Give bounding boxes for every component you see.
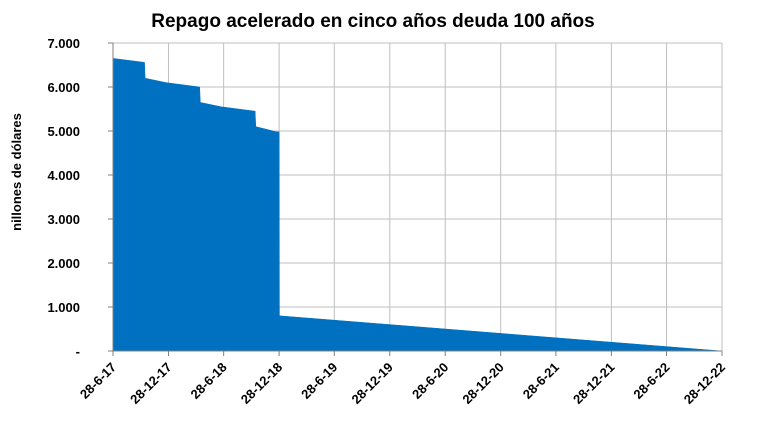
x-tick-label-5: 28-12-19 — [348, 360, 395, 407]
area-series-0 — [112, 58, 723, 352]
y-tick-label-6: 6.000 — [47, 80, 80, 95]
x-tick-label-0: 28-6-17 — [77, 360, 119, 402]
x-tick-label-6: 28-6-20 — [409, 360, 451, 402]
area-layer — [112, 58, 723, 352]
x-tick-label-4: 28-6-19 — [298, 360, 340, 402]
x-tick-label-2: 28-6-18 — [187, 360, 229, 402]
chart-title: Repago acelerado en cinco años deuda 100… — [151, 11, 595, 32]
y-tick-label-2: 2.000 — [47, 256, 80, 271]
y-axis-label: nillones de dólares — [9, 113, 24, 231]
x-tick-label-9: 28-12-21 — [570, 360, 617, 407]
axes — [112, 43, 722, 352]
grid-lines — [113, 42, 723, 351]
y-tick-label-3: 3.000 — [47, 212, 80, 227]
x-tick-label-7: 28-12-20 — [459, 360, 506, 407]
y-tick-label-5: 5.000 — [47, 124, 80, 139]
x-tick-label-1: 28-12-17 — [127, 360, 174, 407]
x-tick-label-11: 28-12-22 — [681, 360, 728, 407]
x-tick-label-3: 28-12-18 — [238, 360, 285, 407]
y-ticks: - 1.000 2.000 3.000 4.000 5.000 6.000 7.000 — [47, 36, 113, 359]
x-tick-label-8: 28-6-21 — [520, 360, 562, 402]
x-tick-label-10: 28-6-22 — [630, 360, 672, 402]
y-tick-label-0: - — [76, 344, 80, 359]
y-tick-label-4: 4.000 — [47, 168, 80, 183]
x-ticks: 28-6-17 28-12-17 28-6-18 28-12-18 28-6-19 28-… — [77, 351, 728, 407]
y-tick-label-7: 7.000 — [47, 36, 80, 51]
y-tick-label-1: 1.000 — [47, 300, 80, 315]
